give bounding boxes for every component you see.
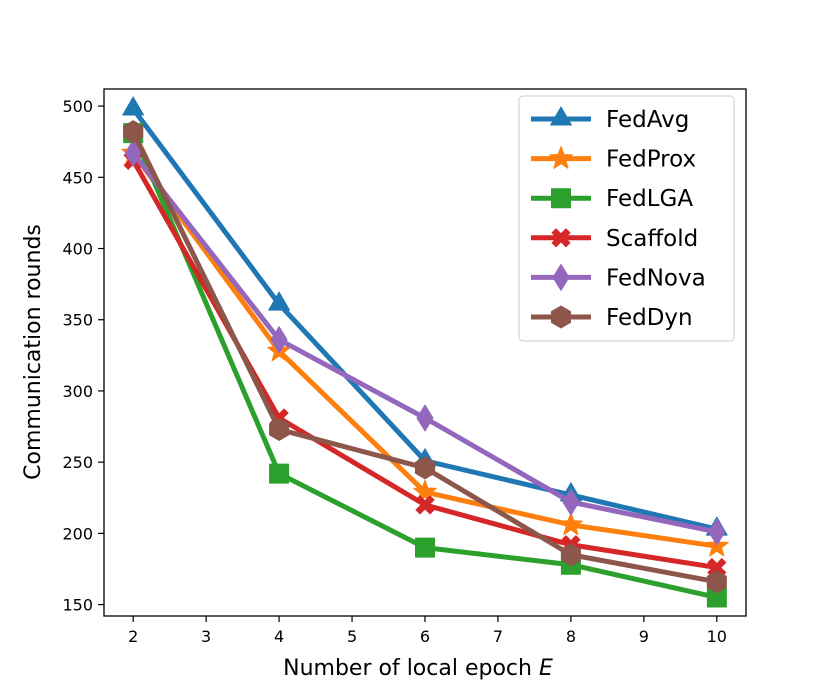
legend-entry-scaffold: Scaffold (531, 226, 698, 252)
ticks-layer: 2 3 4 5 6 7 8 9 10 150 200 250 300 350 400 450 500 (62, 97, 727, 646)
y-tick-label: 500 (62, 97, 93, 116)
data-point-fedprox (413, 479, 437, 503)
legend-label-feddyn: FedDyn (606, 305, 693, 331)
y-tick-label: 400 (62, 240, 93, 259)
data-point-fednova (708, 518, 726, 546)
y-tick-label: 200 (62, 524, 93, 543)
x-tick-label: 6 (420, 627, 430, 646)
data-point-feddyn (414, 456, 436, 480)
plot-area-frame (103, 88, 747, 617)
data-point-fedprox (558, 512, 583, 536)
legend-entry-fedlga: FedLGA (531, 186, 693, 212)
legend-marker-fedlga (551, 188, 571, 209)
data-point-scaffold (415, 495, 435, 515)
data-point-fednova (416, 404, 434, 432)
data-point-feddyn (269, 417, 290, 441)
data-point-fedavg (122, 96, 145, 116)
legend-marker-feddyn (550, 305, 572, 329)
legend-marker-scaffold (551, 228, 571, 248)
x-tick-label: 9 (639, 627, 649, 646)
data-point-fednova (124, 139, 142, 167)
legend-entry-feddyn: FedDyn (531, 305, 693, 331)
data-point-fednova (562, 488, 580, 516)
y-tick-label: 350 (62, 311, 93, 330)
x-tick-label: 5 (347, 627, 357, 646)
legend-entry-fednova: FedNova (531, 263, 706, 291)
legend-marker-fedprox (549, 146, 573, 169)
x-tick-label: 8 (566, 627, 576, 646)
series-feddyn (123, 120, 727, 594)
legend-label-scaffold: Scaffold (606, 226, 698, 252)
legend-label-fednova: FedNova (606, 265, 706, 291)
y-tick-label: 150 (62, 596, 93, 615)
x-axis-label-variable: E (539, 656, 553, 681)
data-point-feddyn (123, 120, 144, 144)
x-tick-label: 10 (707, 627, 727, 646)
legend-label-fedprox: FedProx (606, 147, 696, 173)
x-tick-label: 7 (493, 627, 503, 646)
y-tick-label: 450 (62, 168, 93, 187)
y-axis-label: Communication rounds (21, 224, 46, 480)
legend-label-fedavg: FedAvg (606, 107, 689, 133)
data-point-fedavg (268, 291, 290, 311)
series-layer (121, 96, 729, 608)
data-point-feddyn (560, 543, 581, 567)
x-tick-label: 2 (128, 627, 138, 646)
legend-entry-fedavg: FedAvg (531, 106, 689, 133)
y-tick-label: 300 (62, 382, 93, 401)
y-tick-label: 250 (62, 453, 93, 472)
legend: FedAvg FedProx FedLGA Scaffold FedNova FedDyn (518, 95, 735, 342)
legend-entry-fedprox: FedProx (531, 146, 696, 173)
data-point-fednova (270, 326, 288, 354)
series-fednova (124, 139, 726, 546)
x-tick-label: 4 (274, 627, 284, 646)
x-axis-label-text: Number of local epoch (283, 656, 532, 681)
legend-label-fedlga: FedLGA (606, 186, 693, 212)
data-point-fedlga (269, 463, 290, 484)
legend-marker-fedavg (550, 106, 572, 126)
legend-marker-fednova (552, 263, 570, 291)
data-point-fedlga (415, 537, 435, 558)
data-point-scaffold (707, 558, 727, 578)
data-point-feddyn (706, 570, 727, 594)
x-axis-label: Number of local epoch E (283, 656, 553, 681)
x-tick-label: 3 (201, 627, 211, 646)
